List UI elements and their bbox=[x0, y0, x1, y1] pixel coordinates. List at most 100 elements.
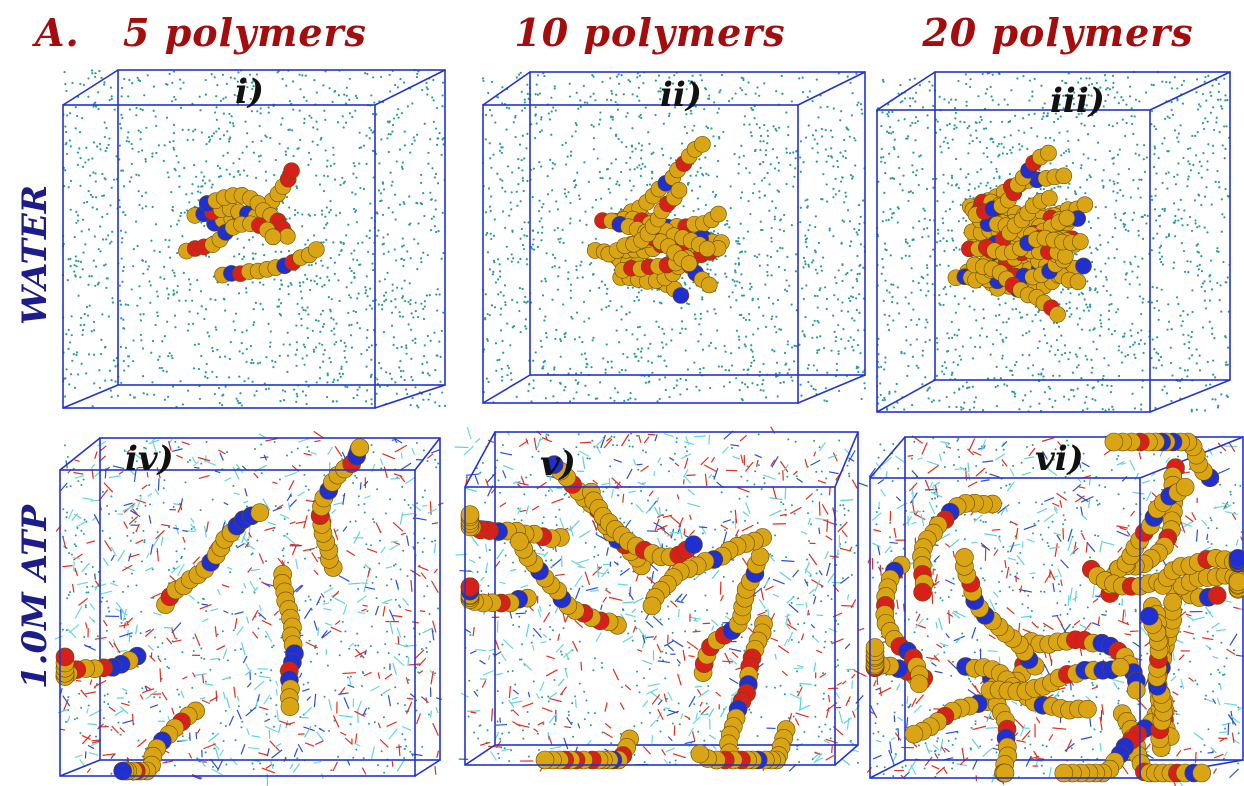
water-dot bbox=[157, 531, 159, 533]
water-dot bbox=[250, 362, 252, 364]
water-dot bbox=[862, 267, 864, 269]
water-dot bbox=[641, 144, 643, 146]
water-dot bbox=[64, 444, 66, 446]
water-dot bbox=[75, 275, 77, 277]
water-dot bbox=[103, 701, 105, 703]
water-dot bbox=[224, 355, 226, 357]
water-dot bbox=[777, 299, 779, 301]
water-dot bbox=[1110, 303, 1112, 305]
water-dot bbox=[256, 390, 258, 392]
water-dot bbox=[1153, 348, 1155, 350]
water-dot bbox=[640, 356, 642, 358]
water-dot bbox=[890, 254, 892, 256]
water-dot bbox=[1028, 354, 1030, 356]
water-dot bbox=[135, 174, 137, 176]
water-dot bbox=[1182, 310, 1184, 312]
water-dot bbox=[569, 95, 571, 97]
polymer-bead bbox=[1077, 197, 1093, 213]
water-dot bbox=[1080, 164, 1082, 166]
water-dot bbox=[627, 112, 629, 114]
water-dot bbox=[832, 235, 834, 237]
water-dot bbox=[997, 155, 999, 157]
water-dot bbox=[316, 144, 318, 146]
simulation-panel bbox=[55, 431, 444, 786]
water-dot bbox=[1094, 399, 1096, 401]
water-dot bbox=[1137, 187, 1139, 189]
water-dot bbox=[717, 232, 719, 234]
water-dot bbox=[119, 144, 121, 146]
water-dot bbox=[737, 242, 739, 244]
water-dot bbox=[1060, 154, 1062, 156]
water-dot bbox=[424, 123, 426, 125]
water-dot bbox=[617, 109, 619, 111]
water-dot bbox=[268, 111, 270, 113]
water-dot bbox=[958, 303, 960, 305]
water-dot bbox=[539, 220, 541, 222]
water-dot bbox=[1161, 208, 1163, 210]
water-dot bbox=[758, 306, 760, 308]
water-dot bbox=[802, 91, 804, 93]
water-dot bbox=[709, 269, 711, 271]
water-dot bbox=[926, 390, 928, 392]
water-dot bbox=[516, 191, 518, 193]
water-dot bbox=[1216, 250, 1218, 252]
water-dot bbox=[168, 569, 170, 571]
water-dot bbox=[949, 208, 951, 210]
water-dot bbox=[1223, 216, 1225, 218]
water-dot bbox=[139, 495, 141, 497]
water-dot bbox=[764, 194, 766, 196]
water-dot bbox=[1114, 227, 1116, 229]
water-dot bbox=[321, 213, 323, 215]
water-dot bbox=[1043, 112, 1045, 114]
water-dot bbox=[627, 287, 629, 289]
water-dot bbox=[884, 242, 886, 244]
water-dot bbox=[82, 329, 84, 331]
water-dot bbox=[737, 257, 739, 259]
water-dot bbox=[345, 234, 347, 236]
water-dot bbox=[822, 256, 824, 258]
water-dot bbox=[1225, 364, 1227, 366]
water-dot bbox=[542, 294, 544, 296]
water-dot bbox=[749, 283, 751, 285]
water-dot bbox=[786, 279, 788, 281]
water-dot bbox=[958, 220, 960, 222]
water-dot bbox=[755, 92, 757, 94]
water-dot bbox=[1131, 219, 1133, 221]
water-dot bbox=[1177, 219, 1179, 221]
water-dot bbox=[501, 86, 503, 88]
water-dot bbox=[511, 253, 513, 255]
water-dot bbox=[1108, 257, 1110, 259]
water-dot bbox=[823, 347, 825, 349]
water-dot bbox=[437, 608, 439, 610]
water-dot bbox=[150, 352, 152, 354]
water-dot bbox=[740, 223, 742, 225]
water-dot bbox=[485, 138, 487, 140]
water-dot bbox=[668, 164, 670, 166]
water-dot bbox=[65, 368, 67, 370]
water-dot bbox=[380, 76, 382, 78]
water-dot bbox=[1107, 241, 1109, 243]
water-dot bbox=[773, 350, 775, 352]
water-dot bbox=[1131, 270, 1133, 272]
water-dot bbox=[1079, 317, 1081, 319]
water-dot bbox=[1084, 192, 1086, 194]
water-dot bbox=[1140, 339, 1142, 341]
water-dot bbox=[226, 451, 228, 453]
water-dot bbox=[783, 381, 785, 383]
water-dot bbox=[910, 344, 912, 346]
figure: A. 5 polymers 10 polymers 20 polymers WA… bbox=[0, 0, 1244, 786]
water-dot bbox=[552, 162, 554, 164]
water-dot bbox=[588, 317, 590, 319]
water-dot bbox=[490, 195, 492, 197]
water-dot bbox=[121, 257, 123, 259]
water-dot bbox=[575, 122, 577, 124]
water-dot bbox=[185, 193, 187, 195]
water-dot bbox=[176, 223, 178, 225]
water-dot bbox=[858, 229, 860, 231]
water-dot bbox=[965, 176, 967, 178]
water-dot bbox=[588, 394, 590, 396]
water-dot bbox=[697, 171, 699, 173]
water-dot bbox=[986, 147, 988, 149]
water-dot bbox=[1094, 327, 1096, 329]
water-dot bbox=[911, 122, 913, 124]
